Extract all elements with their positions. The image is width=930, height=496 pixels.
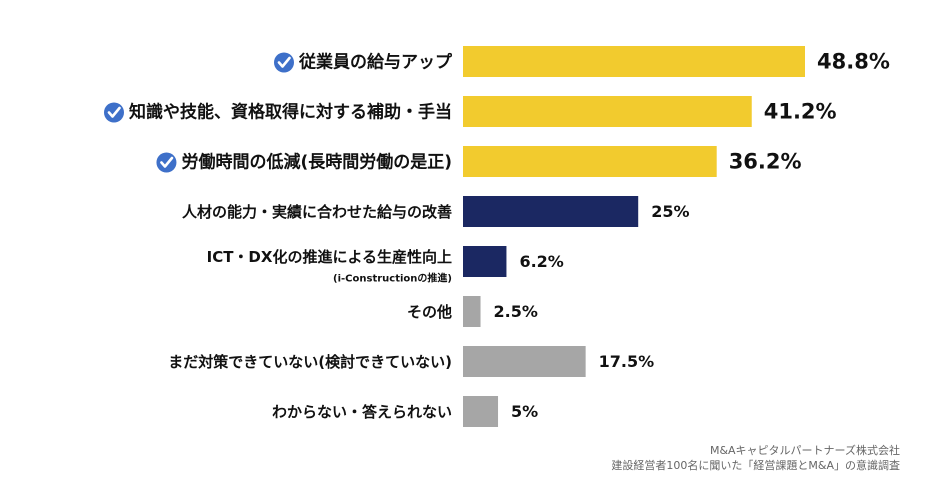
bar-7 bbox=[463, 346, 586, 377]
category-label-7: まだ対策できていない(検討できていない) bbox=[168, 353, 452, 371]
category-sublabel-5: (i-Constructionの推進) bbox=[333, 272, 452, 285]
value-label-3: 36.2% bbox=[729, 150, 802, 174]
bar-3 bbox=[463, 146, 717, 177]
value-label-6: 2.5% bbox=[494, 302, 538, 321]
category-label-2: 知識や技能、資格取得に対する補助・手当 bbox=[128, 102, 452, 123]
value-label-1: 48.8% bbox=[817, 50, 890, 74]
category-label-4: 人材の能力・実績に合わせた給与の改善 bbox=[182, 203, 452, 221]
check-circle-icon bbox=[274, 52, 294, 73]
value-label-7: 17.5% bbox=[599, 352, 655, 371]
bar-6 bbox=[463, 296, 481, 327]
check-mark-icon bbox=[160, 156, 174, 168]
bar-4 bbox=[463, 196, 639, 227]
check-circle-icon bbox=[156, 152, 177, 173]
value-label-5: 6.2% bbox=[519, 252, 563, 271]
bar-1 bbox=[463, 46, 805, 77]
value-label-8: 5% bbox=[511, 402, 538, 421]
value-label-2: 41.2% bbox=[764, 100, 837, 124]
category-label-1: 従業員の給与アップ bbox=[298, 52, 453, 73]
check-mark-icon bbox=[277, 56, 291, 68]
category-label-8: わからない・答えられない bbox=[272, 403, 452, 421]
bar-8 bbox=[463, 396, 499, 427]
check-circle-icon bbox=[104, 102, 124, 123]
source-credit-survey: 建設経営者100名に聞いた「経営課題とM&A」の意識調査 bbox=[611, 459, 900, 472]
category-label-3: 労働時間の低減(長時間労働の是正) bbox=[181, 152, 452, 173]
category-label-6: その他 bbox=[407, 303, 452, 321]
source-credit-company: M&Aキャピタルパートナーズ株式会社 bbox=[709, 444, 900, 457]
check-mark-icon bbox=[107, 106, 121, 118]
bar-2 bbox=[463, 96, 752, 127]
category-label-5: ICT・DX化の推進による生産性向上 bbox=[207, 248, 452, 266]
value-label-4: 25% bbox=[651, 202, 689, 221]
bar-5 bbox=[463, 246, 507, 277]
